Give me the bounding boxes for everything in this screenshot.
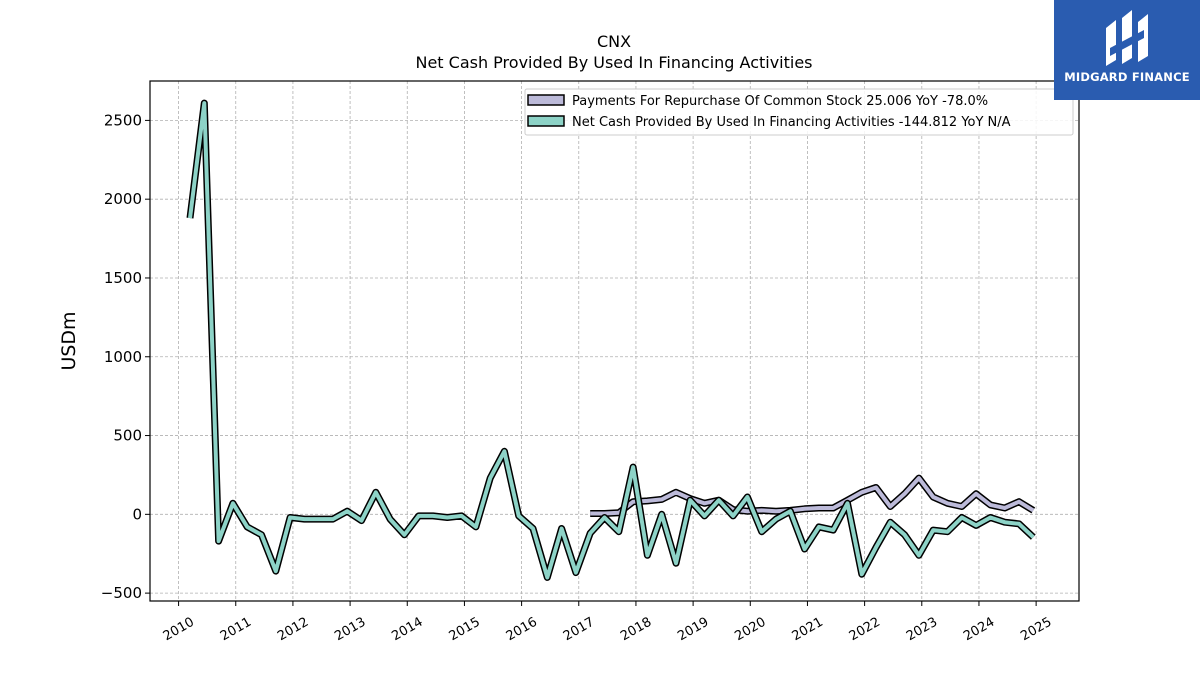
chart-title: CNX (597, 32, 631, 51)
x-tick-label: 2025 (1018, 615, 1054, 645)
x-tick-label: 2023 (904, 615, 940, 645)
y-tick-label: 2500 (104, 111, 142, 129)
x-tick-label: 2010 (161, 615, 197, 645)
plot-area-frame (149, 80, 1080, 602)
x-tick-label: 2022 (847, 615, 883, 645)
x-tick-label: 2019 (675, 615, 711, 645)
y-axis-label: USDm (58, 311, 80, 370)
brand-name: MIDGARD FINANCE (1064, 70, 1190, 84)
x-tick-label: 2013 (332, 615, 368, 645)
series-line-2 (188, 101, 1035, 580)
series-line-1 (590, 476, 1035, 516)
chart-subtitle: Net Cash Provided By Used In Financing A… (415, 53, 812, 72)
legend-swatch-2 (527, 115, 565, 127)
x-tick-label: 2018 (618, 615, 654, 645)
x-tick-label: 2020 (732, 615, 768, 645)
y-tick-label: 500 (113, 427, 142, 445)
x-tick-label: 2011 (218, 615, 254, 645)
series-group (186, 99, 1036, 581)
x-tick-label: 2016 (504, 615, 540, 645)
y-tick-label: 1500 (104, 269, 142, 287)
x-tick-label: 2014 (389, 615, 425, 645)
grid (150, 81, 1079, 601)
x-tick-label: 2012 (275, 615, 311, 645)
brand-logo: MIDGARD FINANCE (1054, 0, 1200, 100)
y-tick-label: 1000 (104, 348, 142, 366)
x-tick-label: 2017 (561, 615, 597, 645)
x-tick-label: 2021 (790, 615, 826, 645)
x-tick-label: 2015 (447, 615, 483, 645)
legend: Payments For Repurchase Of Common Stock … (524, 88, 1074, 136)
legend-swatch-1 (527, 94, 565, 106)
y-tick-label: 2000 (104, 190, 142, 208)
legend-label-2: Net Cash Provided By Used In Financing A… (572, 115, 1011, 130)
x-tick-label: 2024 (961, 615, 997, 645)
legend-box (524, 88, 1074, 136)
series-outline-2 (186, 99, 1036, 581)
x-axis: 2010 2011 2012 2013 2014 2015 2016 2017 2018 2019… (161, 601, 1054, 645)
y-axis: −500 0 500 1000 1500 2000 2500 (101, 111, 150, 602)
legend-label-1: Payments For Repurchase Of Common Stock … (572, 94, 988, 109)
brand-mark-icon (1106, 10, 1148, 66)
y-tick-label: −500 (101, 584, 142, 602)
y-tick-label: 0 (132, 505, 142, 523)
